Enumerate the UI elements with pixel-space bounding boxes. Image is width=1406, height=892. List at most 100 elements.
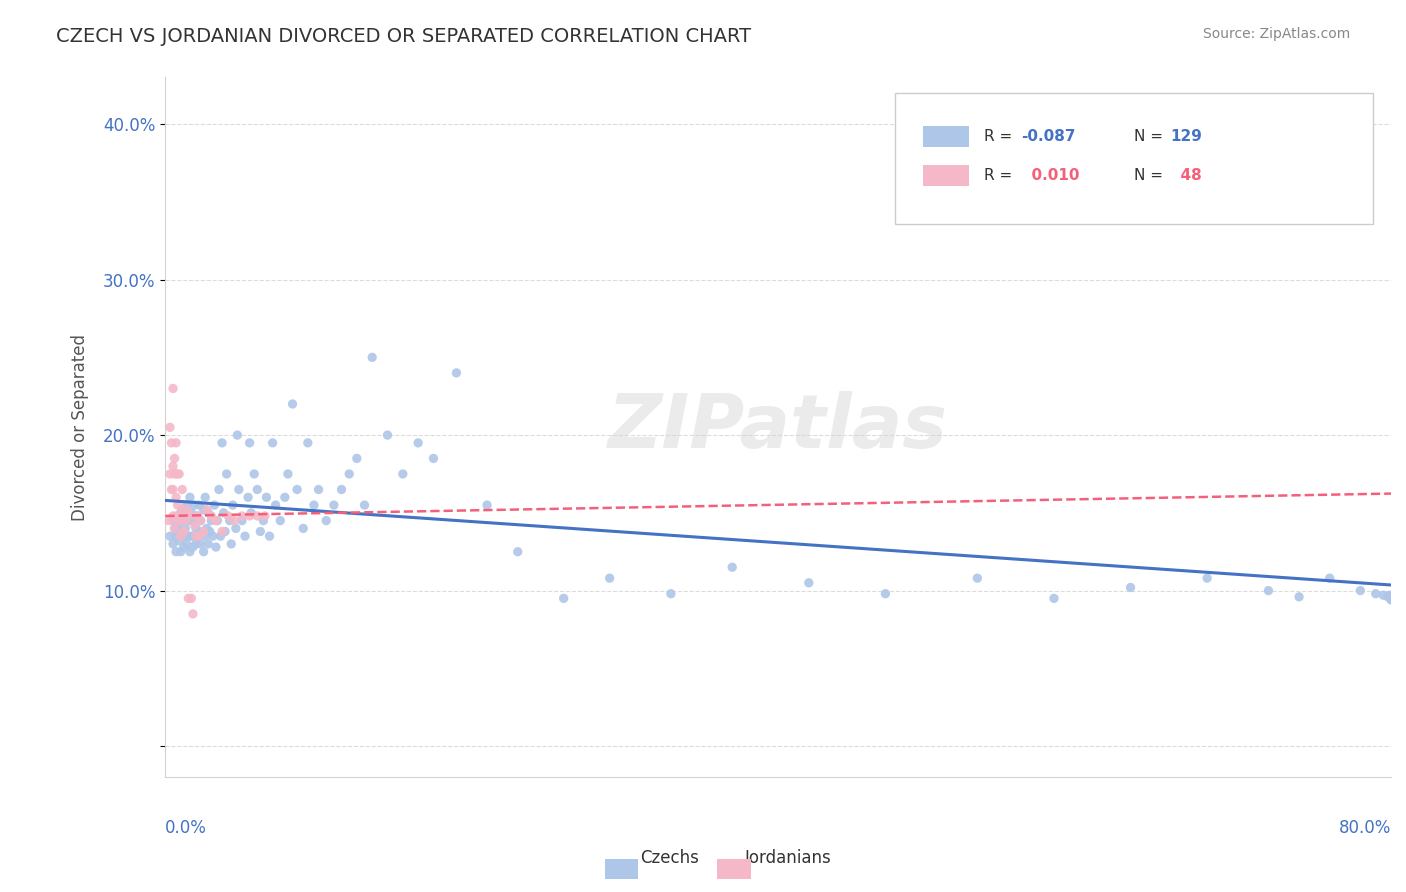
Point — [205, 540, 228, 554]
Point — [1379, 591, 1402, 606]
Point — [190, 514, 212, 528]
Point — [170, 529, 193, 543]
Point — [172, 483, 194, 497]
Point — [231, 514, 253, 528]
Point — [875, 587, 897, 601]
Point — [315, 514, 337, 528]
Point — [1364, 587, 1386, 601]
Point — [797, 575, 820, 590]
Point — [346, 451, 368, 466]
Point — [167, 508, 190, 523]
Point — [246, 483, 269, 497]
Point — [162, 483, 184, 497]
Point — [183, 529, 205, 543]
Point — [166, 514, 188, 528]
Point — [222, 498, 245, 512]
Point — [167, 533, 190, 548]
Point — [193, 545, 215, 559]
Point — [163, 451, 186, 466]
Point — [259, 529, 281, 543]
Point — [240, 506, 263, 520]
Point — [1379, 591, 1402, 606]
Text: Jordanians: Jordanians — [745, 849, 832, 867]
Point — [1379, 593, 1402, 607]
Point — [1379, 591, 1402, 606]
Point — [167, 508, 190, 523]
Point — [239, 435, 262, 450]
Text: -0.087: -0.087 — [1021, 129, 1076, 145]
Point — [177, 591, 200, 606]
Text: Source: ZipAtlas.com: Source: ZipAtlas.com — [1202, 27, 1350, 41]
Point — [166, 498, 188, 512]
Point — [195, 502, 218, 516]
Text: R =: R = — [984, 168, 1017, 183]
Point — [173, 524, 195, 539]
Point — [162, 514, 184, 528]
Point — [159, 420, 181, 434]
Point — [195, 521, 218, 535]
Point — [166, 524, 188, 539]
Point — [173, 540, 195, 554]
Point — [202, 498, 225, 512]
Point — [253, 508, 276, 523]
Point — [186, 508, 208, 523]
Point — [297, 435, 319, 450]
Point — [190, 514, 212, 528]
Point — [197, 506, 219, 520]
Point — [162, 459, 184, 474]
Point — [209, 529, 232, 543]
Point — [174, 529, 197, 543]
Point — [167, 467, 190, 481]
Point — [475, 498, 498, 512]
Point — [159, 529, 181, 543]
Point — [219, 537, 242, 551]
Point — [207, 514, 229, 528]
Point — [197, 537, 219, 551]
Point — [170, 506, 193, 520]
Point — [1379, 591, 1402, 606]
Point — [205, 514, 228, 528]
Point — [243, 467, 266, 481]
Point — [1376, 590, 1399, 604]
Text: 80.0%: 80.0% — [1339, 819, 1391, 837]
Point — [165, 467, 187, 481]
Point — [1379, 590, 1402, 604]
Point — [1288, 590, 1310, 604]
Text: N =: N = — [1133, 129, 1167, 145]
Point — [211, 524, 233, 539]
Point — [166, 518, 188, 533]
Point — [292, 521, 315, 535]
Text: 0.010: 0.010 — [1021, 168, 1080, 183]
Text: CZECH VS JORDANIAN DIVORCED OR SEPARATED CORRELATION CHART: CZECH VS JORDANIAN DIVORCED OR SEPARATED… — [56, 27, 751, 45]
Point — [165, 529, 187, 543]
Point — [215, 467, 238, 481]
Point — [236, 491, 259, 505]
Point — [163, 521, 186, 535]
Point — [194, 529, 217, 543]
Point — [353, 498, 375, 512]
Point — [198, 524, 221, 539]
Point — [281, 397, 304, 411]
Point — [361, 351, 384, 365]
Point — [201, 529, 224, 543]
Point — [274, 491, 297, 505]
Point — [1350, 583, 1372, 598]
Point — [302, 498, 325, 512]
Point — [277, 467, 299, 481]
Point — [188, 529, 211, 543]
Point — [406, 435, 429, 450]
Text: 129: 129 — [1170, 129, 1202, 145]
Point — [506, 545, 529, 559]
Text: N =: N = — [1133, 168, 1167, 183]
Point — [157, 514, 180, 528]
Point — [162, 381, 184, 395]
Point — [212, 506, 235, 520]
Point — [1379, 591, 1402, 606]
Point — [160, 435, 183, 450]
Point — [599, 571, 621, 585]
Point — [264, 498, 287, 512]
Point — [1379, 591, 1402, 606]
Point — [184, 529, 207, 543]
Point — [218, 514, 240, 528]
Point — [256, 491, 278, 505]
